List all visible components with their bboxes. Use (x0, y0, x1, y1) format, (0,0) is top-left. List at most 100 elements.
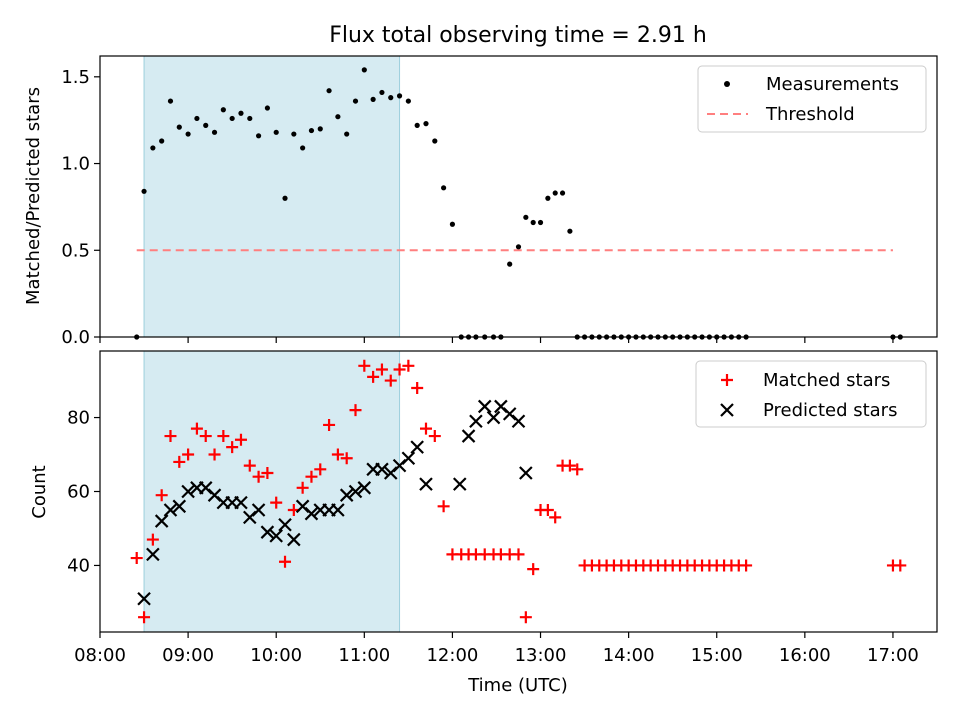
measurement-point (396, 93, 403, 99)
measurements-legend-marker (724, 81, 730, 87)
x-tick-label: 11:00 (338, 645, 390, 666)
measurement-point (167, 98, 174, 104)
measurement-point (335, 114, 341, 120)
x-tick-label: 13:00 (515, 645, 567, 666)
bottom-y-ticks: 40 60 80 (67, 408, 100, 576)
matched-star-point (419, 422, 432, 435)
predicted-star-point (260, 525, 275, 539)
matched-star-point (512, 548, 525, 561)
measurement-point (567, 228, 573, 234)
matched-star-point (173, 455, 186, 468)
predicted-star-point (452, 477, 467, 491)
predicted-star-point (410, 440, 424, 454)
matched-star-point (138, 611, 151, 624)
measurement-point (530, 219, 536, 226)
bottom-panel: 40 60 80 08:00 09:00 10:00 11:00 12:00 13:00 14:… (29, 350, 938, 696)
matched-star-point (740, 559, 753, 572)
matched-star-point (402, 359, 415, 372)
measurement-point (523, 214, 529, 220)
matched-star-point (199, 430, 212, 443)
matched-star-point (208, 448, 221, 461)
matched-star-point (340, 452, 353, 465)
measurement-point (141, 188, 147, 194)
measurement-point (388, 95, 394, 101)
measurement-point (238, 110, 244, 116)
matched-star-point (182, 448, 195, 461)
predicted-star-point (477, 399, 492, 414)
measurement-point (552, 190, 558, 196)
x-tick-label: 16:00 (779, 645, 831, 666)
matched-star-point (384, 374, 397, 387)
predicted-star-point (486, 410, 501, 425)
predicted-star-point (278, 517, 292, 532)
y-tick-label: 40 (67, 555, 90, 576)
predicted-star-point (331, 503, 345, 517)
measurement-point (352, 98, 359, 104)
predicted-star-point (304, 506, 319, 521)
predicted-star-point (234, 495, 248, 510)
matched-stars-legend-marker (721, 374, 733, 386)
predicted-star-point (251, 503, 266, 517)
top-axes-frame (99, 55, 938, 338)
matched-star-point (437, 500, 450, 513)
matched-star-point (270, 496, 283, 509)
measurement-point (247, 115, 253, 122)
y-tick-label: 80 (67, 408, 90, 429)
matched-star-point (428, 430, 441, 443)
predicted-star-point (348, 484, 363, 499)
measurement-point (361, 67, 367, 73)
y-tick-label: 1.5 (61, 67, 90, 88)
matched-star-point (279, 555, 292, 568)
legend-label-measurements: Measurements (766, 74, 899, 95)
chart-title: Flux total observing time = 2.91 h (329, 23, 707, 48)
matched-star-point (164, 430, 177, 443)
top-shaded-span (143, 55, 401, 338)
predicted-star-point (172, 499, 187, 514)
matched-star-point (367, 370, 380, 383)
matched-star-point (146, 533, 159, 546)
x-tick-label: 12:00 (426, 645, 478, 666)
matched-star-point (323, 418, 336, 431)
measurement-point (194, 115, 200, 122)
predicted-star-point (154, 514, 169, 528)
matched-star-point (527, 563, 540, 576)
predicted-star-point (469, 414, 483, 429)
x-tick-label: 15:00 (691, 645, 743, 666)
predicted-stars-legend-marker (720, 403, 734, 417)
measurement-point (379, 89, 385, 96)
measurement-point (308, 127, 315, 134)
bottom-legend-box (695, 360, 927, 428)
predicted-star-point (269, 529, 283, 543)
measurement-point (255, 133, 262, 139)
matched-star-point (217, 430, 230, 443)
matched-star-point (305, 470, 318, 483)
predicted-star-point (401, 451, 416, 466)
matched-star-point (261, 467, 274, 480)
legend-label-predicted-stars: Predicted stars (763, 400, 897, 421)
measurement-point (507, 261, 513, 267)
legend-label-threshold: Threshold (765, 104, 855, 125)
matched-star-point (296, 481, 309, 494)
top-x-ticks (99, 337, 894, 343)
measurement-point (282, 195, 288, 201)
matched-star-point (549, 511, 562, 524)
matched-star-point (393, 363, 406, 376)
predicted-star-point (375, 462, 389, 477)
measurement-point (273, 129, 279, 135)
predicted-star-point (181, 484, 195, 499)
matched-star-point (571, 463, 584, 476)
matched-star-point (349, 404, 362, 417)
matched-star-point (252, 470, 265, 483)
predicted-star-point (163, 503, 178, 517)
x-tick-label: 17:00 (867, 645, 919, 666)
matched-star-point (226, 441, 239, 454)
predicted-star-point (357, 481, 372, 495)
x-tick-label: 14:00 (603, 645, 655, 666)
measurement-point (220, 107, 226, 113)
measurement-point (211, 129, 218, 135)
predicted-star-point (146, 547, 160, 562)
measurement-point (559, 190, 566, 196)
measurement-point (423, 121, 429, 127)
matched-star-point (331, 448, 344, 461)
